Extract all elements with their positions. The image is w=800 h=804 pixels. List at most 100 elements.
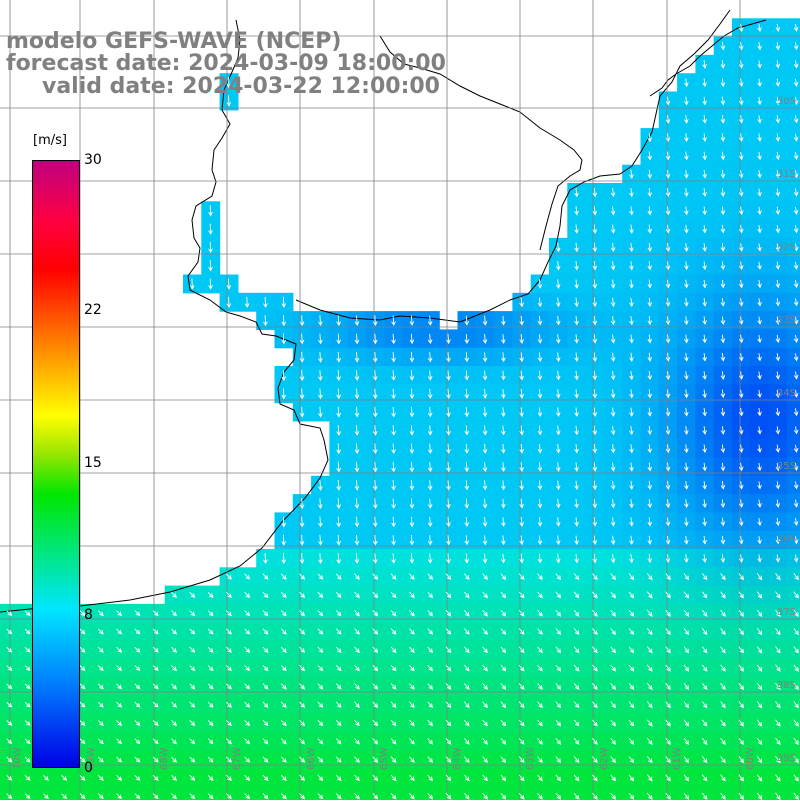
- wind-arrow: [226, 278, 232, 290]
- wind-arrow: [555, 279, 561, 289]
- wind-arrow: [610, 774, 616, 782]
- wind-cell: [786, 439, 800, 459]
- wind-arrow: [738, 60, 744, 69]
- wind-arrow: [134, 756, 141, 763]
- wind-arrow: [464, 333, 470, 345]
- wind-arrow: [610, 279, 616, 289]
- wind-arrow: [537, 334, 543, 344]
- wind-arrow: [793, 646, 799, 654]
- wind-arrow: [793, 426, 799, 435]
- wind-arrow: [793, 334, 799, 344]
- wind-arrow: [445, 628, 452, 635]
- longitude-label: 63W: [525, 747, 536, 770]
- wind-cell: [786, 347, 800, 367]
- wind-arrow: [738, 96, 744, 106]
- wind-arrow: [280, 573, 287, 580]
- wind-arrow: [244, 573, 251, 580]
- wind-arrow: [225, 774, 232, 781]
- wind-arrow: [372, 591, 379, 599]
- wind-arrow: [793, 792, 799, 800]
- wind-arrow: [446, 461, 451, 473]
- wind-arrow: [684, 389, 689, 399]
- wind-arrow: [280, 610, 287, 617]
- wind-arrow: [665, 279, 671, 289]
- latitude-label: 30S: [777, 96, 796, 107]
- wind-cell: [786, 256, 800, 276]
- wind-arrow: [336, 443, 342, 455]
- wind-arrow: [665, 517, 671, 527]
- wind-arrow: [152, 774, 159, 781]
- wind-arrow: [555, 480, 561, 491]
- wind-arrow: [793, 261, 799, 270]
- wind-arrow: [372, 425, 378, 436]
- wind-arrow: [555, 462, 561, 472]
- wind-arrow: [629, 352, 634, 362]
- wind-arrow: [97, 665, 104, 672]
- wind-arrow: [336, 370, 342, 382]
- wind-arrow: [684, 224, 689, 234]
- wind-arrow: [720, 646, 726, 654]
- wind-arrow: [702, 298, 707, 307]
- wind-arrow: [6, 610, 13, 617]
- wind-arrow: [464, 462, 470, 473]
- wind-arrow: [592, 389, 598, 399]
- wind-arrow: [592, 792, 598, 800]
- wind-cell: [786, 494, 800, 513]
- wind-arrow: [629, 535, 634, 545]
- wind-arrow: [757, 353, 762, 362]
- wind-arrow: [262, 628, 269, 635]
- wind-arrow: [537, 628, 543, 635]
- wind-arrow: [665, 480, 671, 490]
- wind-arrow: [464, 388, 470, 399]
- wind-cell: [786, 237, 800, 257]
- wind-arrow: [720, 701, 726, 709]
- wind-arrow: [592, 462, 598, 472]
- wind-arrow: [42, 793, 49, 800]
- wind-arrow: [574, 279, 579, 289]
- wind-arrow: [372, 683, 379, 690]
- wind-arrow: [519, 297, 524, 308]
- wind-arrow: [702, 554, 707, 563]
- wind-arrow: [6, 665, 13, 671]
- wind-arrow: [793, 517, 799, 527]
- wind-arrow: [665, 664, 671, 672]
- wind-arrow: [372, 370, 378, 381]
- wind-arrow: [793, 188, 799, 197]
- wind-arrow: [391, 553, 396, 564]
- wind-arrow: [592, 480, 598, 491]
- wind-arrow: [299, 573, 306, 580]
- wind-arrow: [537, 279, 543, 289]
- wind-arrow: [684, 352, 689, 362]
- wind-arrow: [720, 737, 726, 745]
- wind-arrow: [775, 573, 781, 581]
- wind-arrow: [518, 719, 525, 727]
- wind-arrow: [646, 792, 653, 800]
- wind-cell: [786, 512, 800, 532]
- wind-arrow: [628, 591, 635, 599]
- wind-arrow: [555, 517, 561, 527]
- wind-arrow: [537, 609, 543, 617]
- wind-arrow: [592, 498, 598, 509]
- wind-arrow: [318, 351, 323, 363]
- wind-arrow: [647, 133, 653, 143]
- wind-cell: [786, 201, 800, 221]
- wind-arrow: [555, 628, 562, 636]
- wind-arrow: [775, 719, 781, 727]
- wind-arrow: [574, 462, 579, 472]
- wind-arrow: [702, 169, 707, 179]
- wind-arrow: [757, 536, 762, 545]
- wind-arrow: [354, 683, 360, 690]
- wind-arrow: [610, 334, 616, 344]
- wind-arrow: [537, 498, 543, 509]
- wind-arrow: [684, 407, 689, 417]
- wind-arrow: [756, 682, 763, 691]
- wind-arrow: [409, 793, 415, 800]
- wind-arrow: [574, 370, 579, 381]
- wind-arrow: [665, 243, 671, 252]
- wind-arrow: [482, 738, 488, 745]
- wind-arrow: [757, 225, 762, 234]
- wind-arrow: [793, 737, 799, 746]
- wind-arrow: [555, 260, 561, 271]
- wind-arrow: [299, 646, 306, 653]
